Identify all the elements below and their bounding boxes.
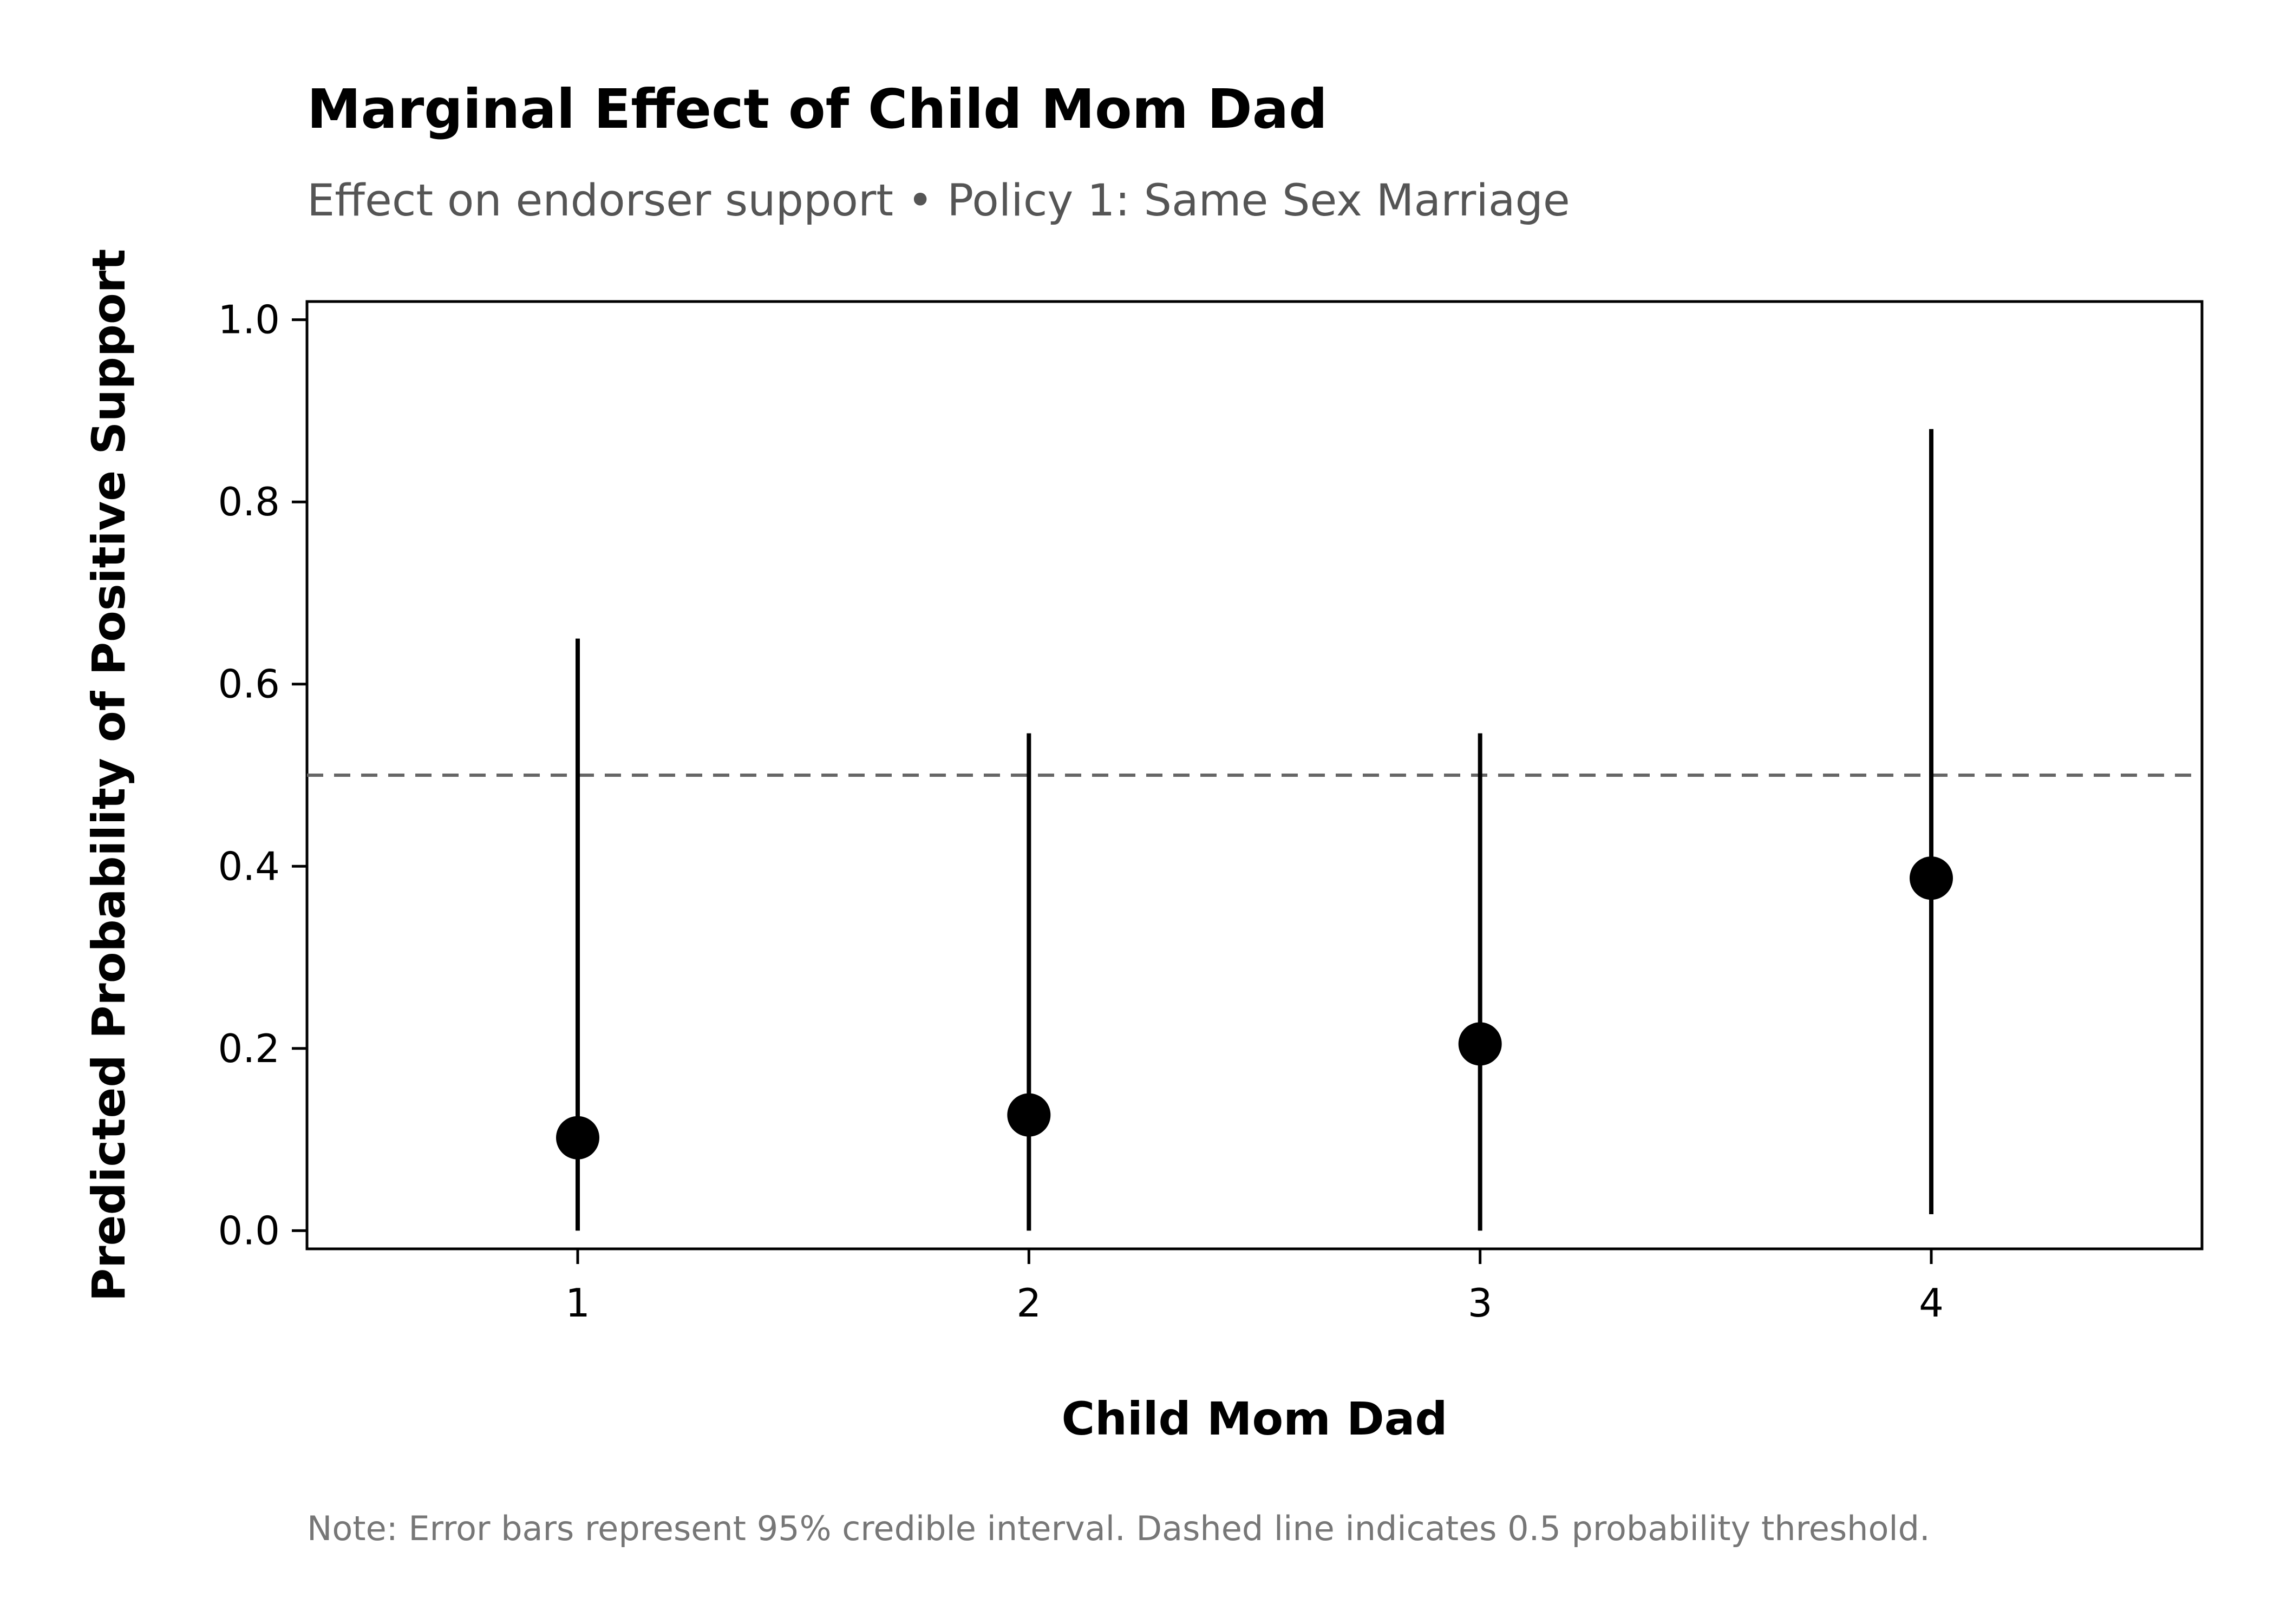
x-tick-label: 1 [565, 1280, 590, 1326]
y-axis-ticks: 0.0 0.2 0.4 0.6 0.8 1.0 [218, 297, 307, 1253]
error-bars [576, 429, 1933, 1231]
y-tick-label: 0.4 [218, 843, 280, 889]
point-estimate [556, 1116, 599, 1160]
y-tick-label: 0.0 [218, 1208, 280, 1253]
x-tick-label: 2 [1016, 1280, 1041, 1326]
y-tick-label: 0.6 [218, 662, 280, 707]
point-estimate [1910, 856, 1953, 900]
point-estimate [1458, 1022, 1502, 1066]
y-tick-label: 1.0 [218, 297, 280, 343]
y-tick-label: 0.2 [218, 1026, 280, 1071]
y-tick-label: 0.8 [218, 479, 280, 525]
x-axis-ticks: 1 2 3 4 [565, 1249, 1944, 1326]
chart-title: Marginal Effect of Child Mom Dad [307, 77, 1328, 141]
chart-note: Note: Error bars represent 95% credible … [307, 1509, 1930, 1548]
point-estimates [556, 856, 1953, 1160]
chart-subtitle: Effect on endorser support • Policy 1: S… [307, 175, 1570, 226]
x-tick-label: 3 [1468, 1280, 1493, 1326]
x-axis-label: Child Mom Dad [1061, 1392, 1447, 1445]
y-axis-label: Predicted Probability of Positive Suppor… [82, 249, 135, 1302]
x-tick-label: 4 [1919, 1280, 1944, 1326]
point-estimate [1007, 1093, 1051, 1137]
